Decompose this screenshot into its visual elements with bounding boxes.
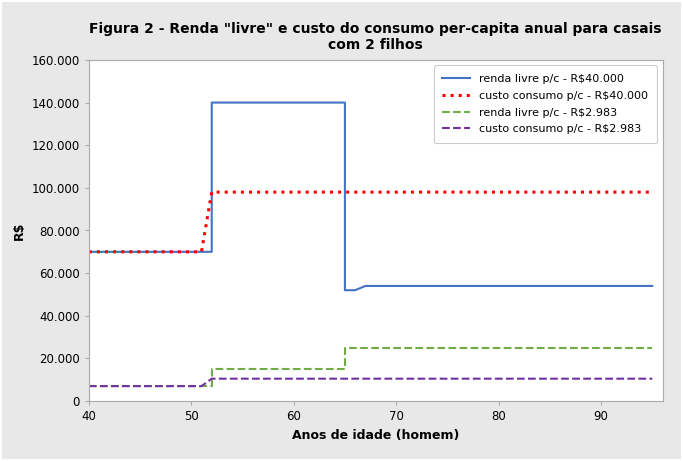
renda livre p/c - R$40.000 (648, 283, 656, 289)
renda livre p/c - R$2.983 (208, 384, 216, 389)
renda livre p/c - R$2.983 (197, 384, 206, 389)
custo consumo p/c - R$2.983 (648, 376, 656, 381)
Line: custo consumo p/c - R$2.983: custo consumo p/c - R$2.983 (89, 378, 652, 386)
Line: custo consumo p/c - R$40.000: custo consumo p/c - R$40.000 (89, 192, 652, 252)
custo consumo p/c - R$2.983 (85, 384, 93, 389)
renda livre p/c - R$2.983 (351, 345, 359, 350)
Line: renda livre p/c - R$2.983: renda livre p/c - R$2.983 (89, 348, 652, 386)
renda livre p/c - R$40.000 (208, 100, 216, 106)
Title: Figura 2 - Renda "livre" e custo do consumo per-capita anual para casais
com 2 f: Figura 2 - Renda "livre" e custo do cons… (89, 22, 662, 52)
renda livre p/c - R$40.000 (341, 288, 349, 293)
renda livre p/c - R$40.000 (208, 249, 216, 254)
custo consumo p/c - R$40.000 (208, 189, 216, 195)
renda livre p/c - R$40.000 (341, 100, 349, 106)
custo consumo p/c - R$40.000 (85, 249, 93, 254)
X-axis label: Anos de idade (homem): Anos de idade (homem) (292, 429, 460, 442)
renda livre p/c - R$2.983 (648, 345, 656, 350)
renda livre p/c - R$2.983 (208, 366, 216, 372)
custo consumo p/c - R$40.000 (648, 189, 656, 195)
renda livre p/c - R$40.000 (197, 249, 206, 254)
Y-axis label: R$: R$ (13, 221, 26, 240)
renda livre p/c - R$2.983 (341, 345, 349, 350)
renda livre p/c - R$2.983 (85, 384, 93, 389)
custo consumo p/c - R$40.000 (197, 249, 206, 254)
custo consumo p/c - R$2.983 (197, 384, 206, 389)
custo consumo p/c - R$2.983 (208, 376, 216, 381)
Legend: renda livre p/c - R$40.000, custo consumo p/c - R$40.000, renda livre p/c - R$2.: renda livre p/c - R$40.000, custo consum… (434, 65, 657, 143)
renda livre p/c - R$40.000 (351, 288, 359, 293)
renda livre p/c - R$40.000 (85, 249, 93, 254)
renda livre p/c - R$40.000 (361, 283, 370, 289)
renda livre p/c - R$2.983 (341, 366, 349, 372)
Line: renda livre p/c - R$40.000: renda livre p/c - R$40.000 (89, 103, 652, 290)
